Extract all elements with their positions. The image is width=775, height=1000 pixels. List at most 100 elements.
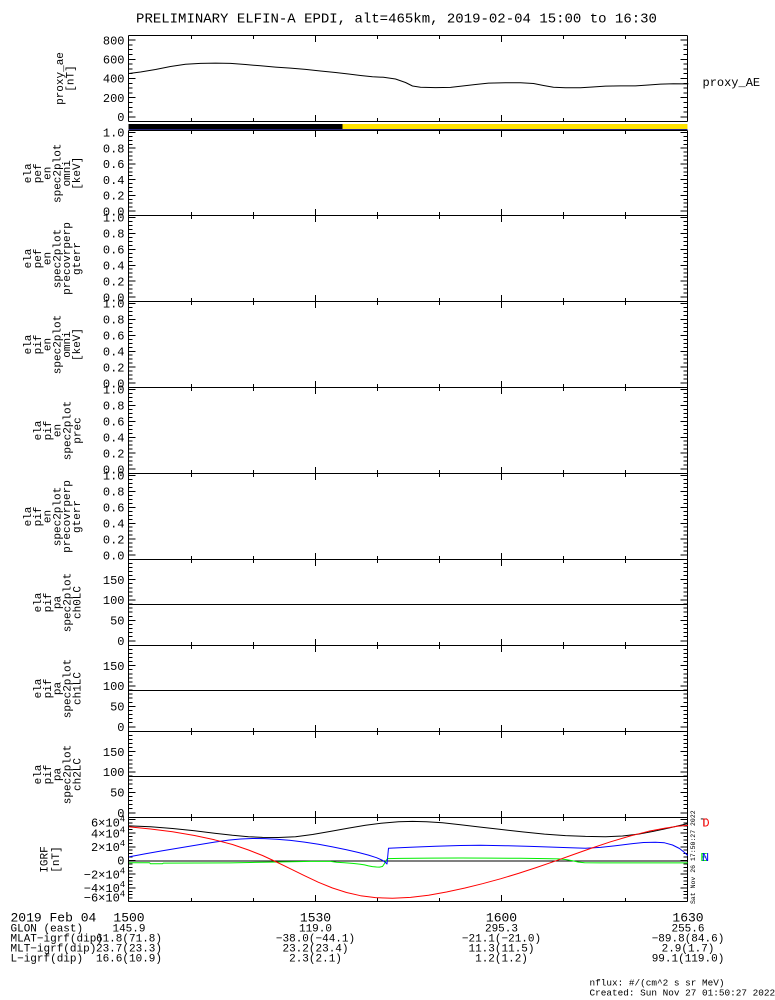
svg-text:Created: Sun Nov 27 01:50:27 2: Created: Sun Nov 27 01:50:27 2022: [590, 988, 775, 999]
svg-text:−38.0(−44.1): −38.0(−44.1): [276, 934, 355, 946]
svg-text:4: 4: [120, 825, 125, 835]
svg-text:1.0: 1.0: [103, 212, 125, 226]
svg-text:D: D: [702, 817, 709, 831]
svg-text:pif: pif: [33, 335, 45, 355]
svg-text:99.1(119.0): 99.1(119.0): [652, 954, 725, 966]
svg-text:ch2LC: ch2LC: [72, 758, 84, 791]
svg-text:prec: prec: [72, 417, 84, 443]
svg-text:pa: pa: [53, 768, 65, 782]
svg-text:0.0: 0.0: [103, 377, 125, 391]
svg-text:[keV]: [keV]: [72, 157, 84, 190]
svg-text:2.9(1.7): 2.9(1.7): [662, 944, 715, 956]
svg-text:0.8: 0.8: [103, 228, 125, 242]
svg-text:0.2: 0.2: [103, 190, 125, 204]
svg-text:150: 150: [103, 660, 125, 674]
svg-text:proxy_AE: proxy_AE: [703, 76, 761, 90]
svg-text:4: 4: [120, 880, 125, 890]
svg-text:MLT−igrf(dip): MLT−igrf(dip): [11, 944, 97, 956]
svg-text:4×10: 4×10: [91, 827, 120, 841]
svg-text:0.8: 0.8: [103, 486, 125, 500]
svg-text:0: 0: [117, 721, 124, 735]
svg-text:2019 Feb 04: 2019 Feb 04: [11, 911, 97, 926]
svg-text:spec2plot: spec2plot: [52, 144, 64, 203]
svg-text:nflux: #/(cm^2 s sr MeV): nflux: #/(cm^2 s sr MeV): [590, 978, 725, 989]
svg-text:E: E: [700, 851, 707, 865]
svg-text:0: 0: [117, 855, 124, 869]
svg-text:1.0: 1.0: [103, 384, 125, 398]
svg-text:0.8: 0.8: [103, 400, 125, 414]
svg-text:ela: ela: [23, 248, 35, 268]
svg-text:255.6: 255.6: [671, 924, 704, 936]
svg-text:0.0: 0.0: [103, 463, 125, 477]
svg-text:−21.1(−21.0): −21.1(−21.0): [462, 934, 541, 946]
svg-text:0.2: 0.2: [103, 447, 125, 461]
svg-text:50: 50: [110, 615, 124, 629]
svg-text:ela: ela: [33, 678, 45, 698]
svg-text:[nT]: [nT]: [66, 65, 78, 91]
svg-text:4: 4: [120, 839, 125, 849]
svg-text:−89.8(84.6): −89.8(84.6): [652, 934, 725, 946]
svg-text:en: en: [43, 338, 55, 351]
svg-text:0.4: 0.4: [103, 431, 125, 445]
svg-text:4: 4: [120, 890, 125, 900]
svg-text:ela: ela: [23, 334, 35, 354]
svg-text:−6×10: −6×10: [84, 892, 120, 906]
svg-text:2.3(2.1): 2.3(2.1): [289, 954, 342, 966]
svg-text:pif: pif: [43, 765, 55, 785]
svg-text:0.2: 0.2: [103, 361, 125, 375]
svg-text:0.4: 0.4: [103, 174, 125, 188]
svg-text:proxy_ae: proxy_ae: [55, 52, 67, 105]
svg-text:6×10: 6×10: [91, 817, 120, 831]
svg-text:100: 100: [103, 680, 125, 694]
svg-text:Sat Nov 26 17:50:27 2022: Sat Nov 26 17:50:27 2022: [690, 810, 697, 904]
svg-text:0.8: 0.8: [103, 314, 125, 328]
svg-text:ela: ela: [23, 506, 35, 526]
svg-text:T: T: [700, 817, 707, 831]
svg-text:spec2plot: spec2plot: [52, 487, 64, 546]
svg-text:23.7(23.3): 23.7(23.3): [96, 944, 162, 956]
svg-text:0.4: 0.4: [103, 517, 125, 531]
svg-text:0.6: 0.6: [103, 244, 125, 258]
svg-text:pif: pif: [43, 421, 55, 441]
svg-text:spec2plot: spec2plot: [63, 401, 75, 460]
svg-text:[keV]: [keV]: [72, 328, 84, 361]
svg-text:0: 0: [117, 635, 124, 649]
svg-text:0.6: 0.6: [103, 416, 125, 430]
svg-text:IGRF: IGRF: [40, 846, 52, 872]
svg-text:pa: pa: [53, 682, 65, 696]
svg-text:en: en: [43, 510, 55, 523]
svg-text:2×10: 2×10: [91, 841, 120, 855]
svg-text:1500: 1500: [113, 911, 144, 926]
svg-text:pif: pif: [33, 507, 45, 527]
svg-text:−2×10: −2×10: [84, 868, 120, 882]
svg-text:gterr: gterr: [72, 242, 84, 275]
svg-text:ela: ela: [33, 420, 45, 440]
svg-text:0.6: 0.6: [103, 158, 125, 172]
svg-text:0: 0: [117, 111, 124, 125]
svg-text:0.6: 0.6: [103, 502, 125, 516]
svg-text:1630: 1630: [672, 911, 703, 926]
svg-text:ela: ela: [23, 163, 35, 183]
svg-text:ela: ela: [33, 764, 45, 784]
svg-text:100: 100: [103, 766, 125, 780]
svg-text:[nT]: [nT]: [51, 846, 63, 872]
svg-text:119.0: 119.0: [299, 924, 332, 936]
svg-text:0.4: 0.4: [103, 345, 125, 359]
svg-text:GLON (east): GLON (east): [11, 924, 84, 936]
svg-text:61.8(71.8): 61.8(71.8): [96, 934, 162, 946]
svg-text:pef: pef: [33, 249, 45, 269]
svg-text:4: 4: [120, 866, 125, 876]
svg-text:0: 0: [117, 807, 124, 821]
svg-text:11.3(11.5): 11.3(11.5): [468, 944, 534, 956]
svg-text:pef: pef: [33, 163, 45, 183]
svg-text:0.0: 0.0: [103, 291, 125, 305]
svg-text:spec2plot: spec2plot: [63, 659, 75, 718]
svg-text:spec2plot: spec2plot: [52, 229, 64, 288]
svg-text:PRELIMINARY ELFIN-A EPDI, alt=: PRELIMINARY ELFIN-A EPDI, alt=465km, 201…: [136, 12, 657, 28]
svg-text:0.2: 0.2: [103, 533, 125, 547]
svg-text:pif: pif: [43, 679, 55, 699]
svg-text:ch0LC: ch0LC: [72, 586, 84, 619]
svg-text:0.0: 0.0: [103, 549, 125, 563]
svg-text:1.0: 1.0: [103, 127, 125, 141]
svg-text:omni: omni: [62, 160, 74, 187]
